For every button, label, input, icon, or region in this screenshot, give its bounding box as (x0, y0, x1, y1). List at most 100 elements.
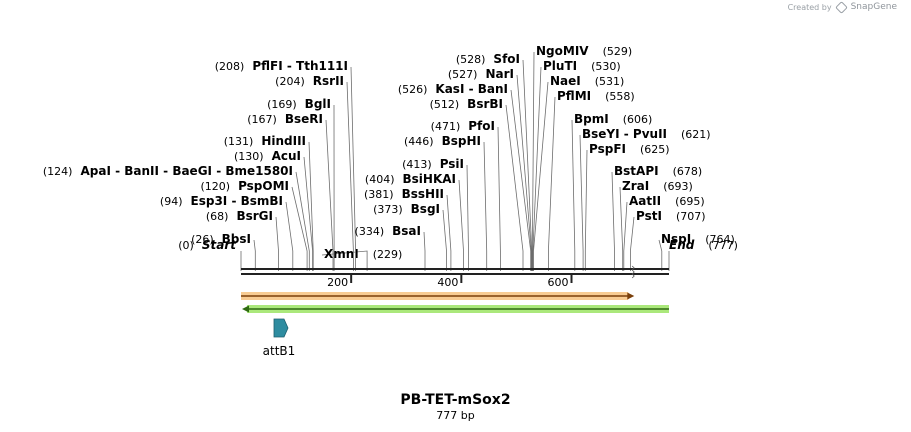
site-nspi: NspI (764) (658, 232, 735, 271)
end-start: (0) Start (178, 238, 242, 271)
site-bsihkai: (404) BsiHKAI (365, 172, 464, 271)
site-leader-line (346, 81, 354, 271)
site-leader-line (285, 201, 294, 271)
site-position: (527) (448, 68, 478, 81)
ruler-tick-label: 400 (437, 276, 458, 289)
site-label: (124) ApaI - BanII - BaeGI - Bme1580I (43, 164, 293, 178)
site-label: BpmI (606) (574, 112, 652, 126)
site-name: BpmI (574, 112, 609, 126)
site-label: XmnI (229) (324, 247, 402, 261)
site-label: NspI (764) (661, 232, 735, 246)
site-position: (68) (206, 210, 229, 223)
site-position: (413) (402, 158, 432, 171)
site-label: (381) BssHII (364, 187, 444, 201)
site-bsrbi: (512) BsrBI (430, 97, 524, 271)
site-leader-line (446, 194, 452, 271)
site-name: PflMI (557, 89, 591, 103)
site-position: (130) (234, 150, 264, 163)
site-name: AatII (629, 194, 661, 208)
end-end: End (777) (668, 238, 738, 271)
site-name: BssHII (402, 187, 444, 201)
site-sfoi: (528) SfoI (456, 52, 533, 271)
site-name: PstI (636, 209, 662, 223)
site-name: BsiHKAI (403, 172, 457, 186)
site-name: BseRI (285, 112, 323, 126)
site-leader-line (325, 119, 334, 271)
site-leader-line (291, 186, 308, 271)
site-leader-line (619, 186, 624, 271)
site-name: NspI (661, 232, 691, 246)
site-label: (413) PsiI (402, 157, 464, 171)
end-position: (777) (708, 239, 738, 252)
site-label: NaeI (531) (550, 74, 624, 88)
site-leader-line (516, 74, 532, 271)
site-psii: (413) PsiI (402, 157, 469, 271)
site-position: (606) (623, 113, 653, 126)
site-label: (204) RsrII (275, 74, 344, 88)
site-name: BsrGI (236, 209, 273, 223)
backbone-break (631, 265, 635, 279)
site-hindiii: (131) HindIII (224, 134, 314, 271)
site-position: (531) (595, 75, 625, 88)
forward-feature-arrowhead (627, 292, 635, 300)
sequence-map: NspI (764) PstI (707) AatII (695) ZraI (693) Bst… (43, 44, 738, 358)
site-position: (526) (398, 83, 428, 96)
site-label: ZraI (693) (622, 179, 693, 193)
site-pspfi: PspFI (625) (584, 142, 670, 271)
site-name: Esp3I - BsmBI (191, 194, 283, 208)
site-position: (471) (431, 120, 461, 133)
site-position: (707) (676, 210, 706, 223)
site-label: AatII (695) (629, 194, 705, 208)
site-name: BstAPI (614, 164, 659, 178)
site-label: (167) BseRI (247, 112, 323, 126)
site-position: (229) (373, 248, 403, 261)
end-position: (0) (178, 239, 194, 252)
sequence-name: PB-TET-mSox2 (400, 392, 511, 408)
credit-prefix: Created by (787, 2, 832, 12)
site-label: (527) NarI (448, 67, 514, 81)
site-aatii: AatII (695) (623, 194, 705, 271)
site-leader-line (579, 134, 584, 271)
site-name: BsgI (411, 202, 440, 216)
site-name: PfoI (468, 119, 495, 133)
site-pspomi: (120) PspOMI (200, 179, 308, 271)
site-name: BseYI - PvuII (582, 127, 667, 141)
site-label: (208) PflFI - Tth111I (215, 59, 348, 73)
site-label: (120) PspOMI (200, 179, 289, 193)
site-pflmi: PflMI (558) (548, 89, 635, 271)
site-label: (68) BsrGI (206, 209, 273, 223)
snapgene-credit: Created by SnapGene (787, 0, 897, 14)
site-bbsi: (26) BbsI (191, 232, 256, 271)
site-pflfi: (208) PflFI - Tth111I (215, 59, 357, 271)
site-name: AcuI (272, 149, 301, 163)
site-leader-line (423, 231, 426, 271)
site-position: (124) (43, 165, 73, 178)
site-label: (169) BglI (267, 97, 331, 111)
site-ngomiv: NgoMIV (529) (532, 44, 632, 271)
site-pfoi: (471) PfoI (431, 119, 501, 271)
site-leader-line (483, 141, 488, 271)
site-position: (558) (605, 90, 635, 103)
attb1-feature-shape (273, 318, 289, 338)
site-psti: PstI (707) (630, 209, 706, 271)
site-position: (131) (224, 135, 254, 148)
site-position: (169) (267, 98, 297, 111)
site-leader-line (505, 104, 524, 271)
credit-brand: SnapGene (850, 2, 897, 12)
site-leader-line (630, 216, 635, 271)
reverse-feature-arrowhead (242, 305, 249, 313)
site-name: PspFI (589, 142, 626, 156)
site-position: (120) (200, 180, 230, 193)
site-bsgi: (373) BsgI (373, 202, 447, 271)
site-name: PflFI - Tth111I (252, 59, 348, 73)
site-position: (695) (675, 195, 705, 208)
site-name: BglI (305, 97, 331, 111)
site-position: (404) (365, 173, 395, 186)
site-label: PluTI (530) (543, 59, 621, 73)
site-label: (94) Esp3I - BsmBI (160, 194, 283, 208)
site-position: (94) (160, 195, 183, 208)
site-leader-line (350, 66, 357, 271)
site-bsai: (334) BsaI (355, 224, 426, 271)
site-position: (625) (640, 143, 670, 156)
end-name: End (669, 238, 695, 252)
